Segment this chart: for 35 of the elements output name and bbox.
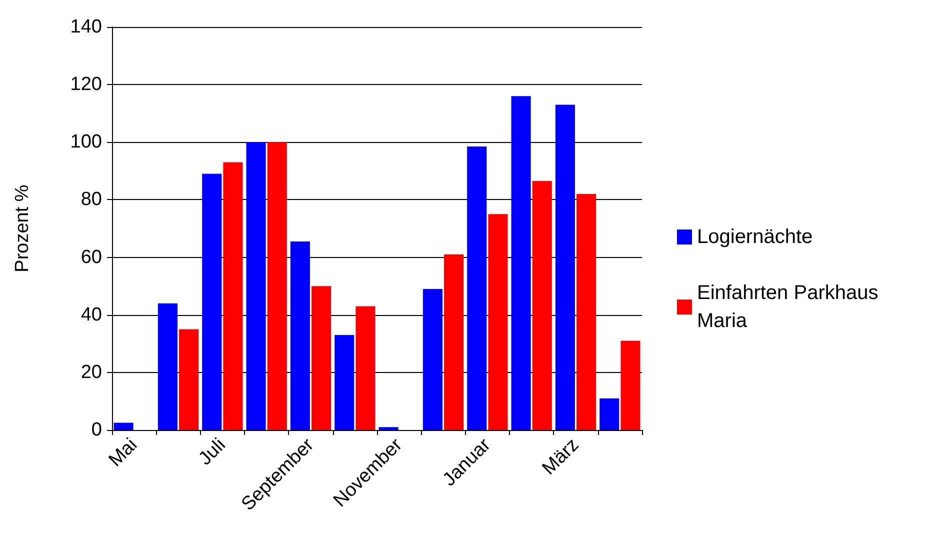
bar	[555, 104, 575, 430]
bar	[202, 174, 222, 430]
bar	[267, 142, 287, 430]
y-tick-label: 20	[80, 362, 102, 383]
x-tick-label: Juli	[194, 434, 230, 470]
bar	[312, 286, 332, 430]
bar	[488, 214, 508, 430]
bar	[511, 96, 531, 430]
y-tick-label: 140	[70, 16, 102, 38]
bar	[290, 241, 310, 430]
y-tick-label: 80	[80, 189, 102, 210]
bar	[378, 427, 398, 430]
bar	[246, 142, 266, 430]
bar	[114, 422, 134, 430]
bar	[179, 329, 199, 430]
bar	[158, 303, 178, 430]
y-tick-label: 40	[80, 304, 102, 326]
legend-label: Logiernächte	[697, 226, 813, 248]
y-tick-label: 100	[70, 132, 102, 153]
bar	[356, 306, 376, 430]
bar	[467, 146, 487, 430]
y-tick-label: 60	[80, 246, 102, 268]
bar	[334, 335, 354, 430]
bar	[532, 181, 552, 430]
bar	[422, 288, 442, 430]
bar	[223, 162, 243, 430]
legend-label: Einfahrten Parkhaus Maria	[697, 282, 884, 332]
x-tick-label: Mai	[105, 434, 142, 472]
bar	[620, 340, 640, 430]
bar	[444, 254, 464, 430]
bar	[600, 398, 620, 430]
y-tick-label: 0	[91, 420, 102, 440]
y-tick-label: 120	[70, 74, 102, 96]
bar	[576, 194, 596, 430]
y-axis-title: Prozent %	[12, 184, 33, 272]
